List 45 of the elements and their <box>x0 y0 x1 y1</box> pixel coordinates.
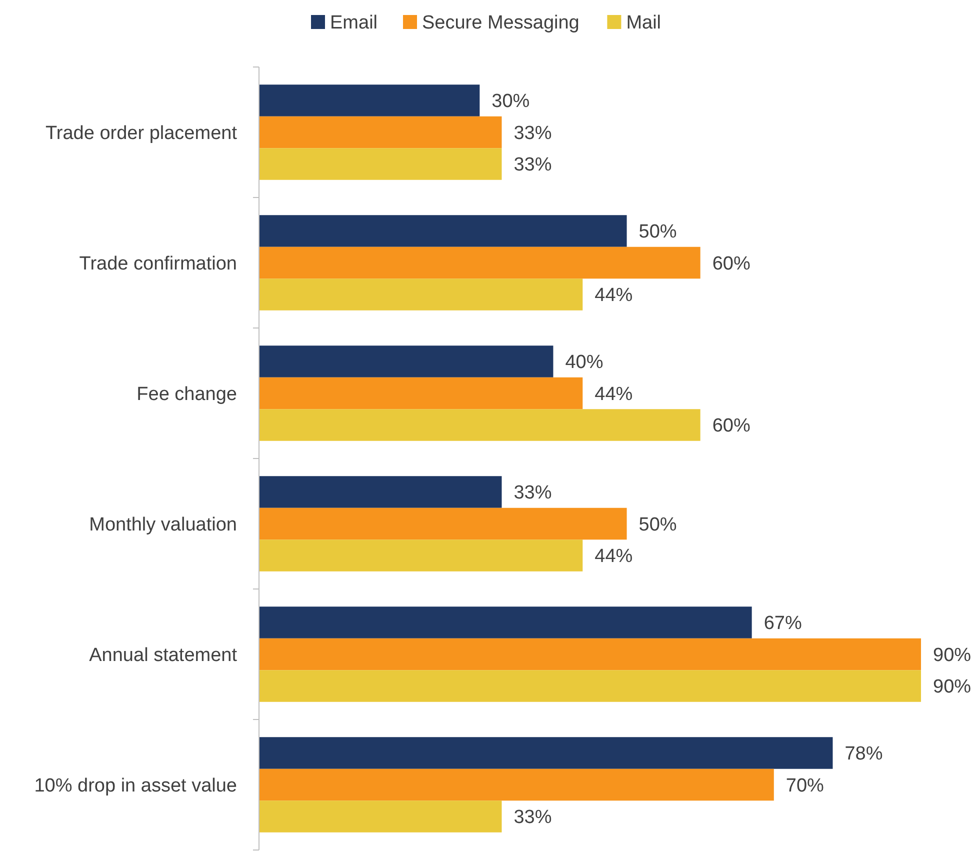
data-label: 30% <box>492 91 530 112</box>
y-tick-label: 10% drop in asset value <box>34 775 237 796</box>
y-tick-label: Monthly valuation <box>89 514 237 536</box>
bar <box>259 278 583 310</box>
bar <box>259 508 627 540</box>
data-label: 33% <box>514 482 552 504</box>
data-label: 44% <box>594 546 633 568</box>
bar <box>259 215 627 247</box>
y-tick-label: Trade confirmation <box>79 253 237 274</box>
data-label: 50% <box>638 222 677 243</box>
data-label: 60% <box>712 416 750 437</box>
legend-label: Mail <box>626 12 662 34</box>
data-label: 90% <box>933 676 972 698</box>
data-label: 50% <box>638 514 677 536</box>
data-label: 33% <box>514 154 552 176</box>
bar <box>259 84 480 116</box>
data-label: 90% <box>933 644 972 666</box>
bar <box>259 638 921 670</box>
bar <box>259 148 502 180</box>
data-label: 33% <box>514 807 552 828</box>
data-label: 67% <box>764 613 802 634</box>
y-tick-label: Fee change <box>136 384 237 405</box>
bar <box>259 409 700 441</box>
bar <box>259 606 752 638</box>
data-label: 33% <box>514 122 552 144</box>
bar <box>259 737 833 769</box>
bar <box>259 476 502 508</box>
bar <box>259 246 700 279</box>
bar <box>259 670 921 702</box>
data-label: 40% <box>565 352 604 374</box>
y-tick-label: Trade order placement <box>45 122 238 144</box>
y-tick-label: Annual statement <box>89 644 238 666</box>
legend-label: Email <box>330 12 378 34</box>
data-label: 78% <box>844 744 883 765</box>
data-label: 60% <box>712 253 750 274</box>
data-label: 44% <box>594 384 633 405</box>
bar <box>259 800 502 832</box>
bar <box>259 540 583 572</box>
bar <box>259 346 554 378</box>
bar <box>259 768 774 801</box>
data-label: 44% <box>594 285 633 306</box>
bar <box>259 377 583 410</box>
data-label: 70% <box>786 775 824 796</box>
legend-label: Secure Messaging <box>422 12 580 34</box>
bar <box>259 116 502 148</box>
